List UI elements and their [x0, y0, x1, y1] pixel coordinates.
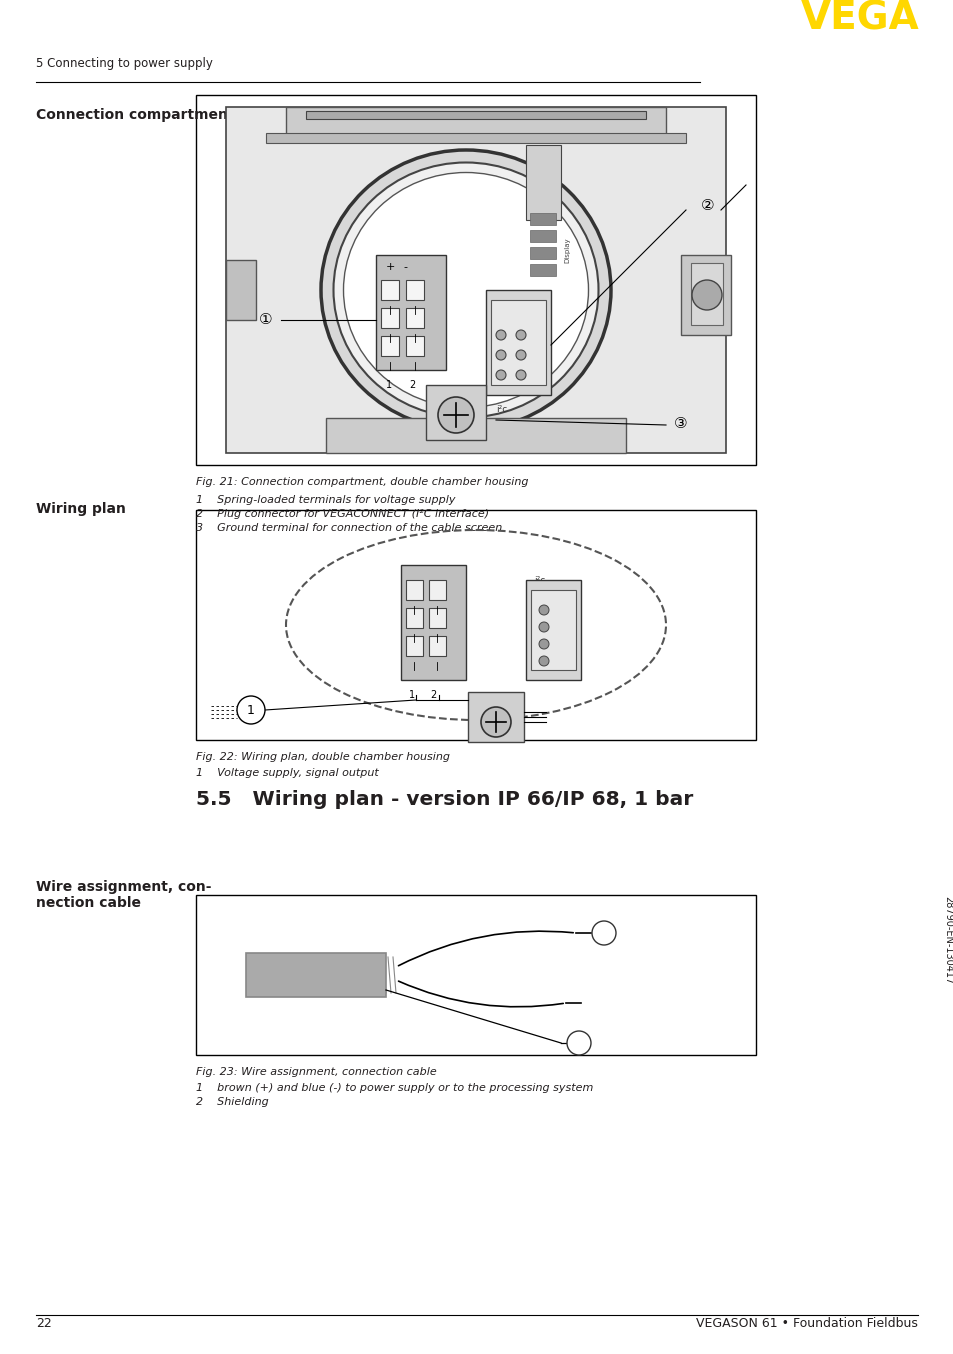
Circle shape — [236, 696, 265, 724]
Text: +: + — [410, 565, 419, 575]
Bar — [406, 608, 422, 628]
Bar — [195, 895, 755, 1055]
Circle shape — [538, 605, 548, 615]
Bar — [531, 590, 576, 670]
Ellipse shape — [343, 172, 588, 408]
Text: 5 Connecting to power supply: 5 Connecting to power supply — [36, 57, 213, 70]
Circle shape — [496, 349, 505, 360]
Bar — [195, 95, 755, 464]
Text: ③: ③ — [673, 416, 687, 431]
Bar — [530, 230, 556, 242]
Text: i²c: i²c — [496, 405, 507, 414]
Text: ②: ② — [700, 198, 714, 213]
Bar — [530, 246, 556, 259]
Bar — [530, 213, 556, 225]
Text: -: - — [426, 565, 430, 575]
Text: 2: 2 — [409, 380, 415, 390]
Bar — [406, 636, 422, 655]
Bar — [286, 107, 665, 137]
Text: 2    Shielding: 2 Shielding — [195, 1097, 269, 1108]
Bar — [468, 692, 523, 742]
Bar — [380, 336, 398, 356]
Bar — [429, 580, 446, 600]
Bar — [380, 280, 398, 301]
Text: i²c: i²c — [534, 575, 545, 585]
Bar — [266, 133, 685, 144]
Bar — [426, 385, 485, 440]
Bar — [406, 336, 423, 356]
Text: +: + — [386, 263, 395, 272]
Circle shape — [691, 280, 721, 310]
Bar — [246, 953, 386, 997]
Text: Display: Display — [563, 237, 569, 263]
Ellipse shape — [334, 162, 598, 417]
Bar — [491, 301, 545, 385]
Bar — [406, 307, 423, 328]
Text: Connection compartment: Connection compartment — [36, 108, 234, 122]
Text: 1    brown (+) and blue (-) to power supply or to the processing system: 1 brown (+) and blue (-) to power supply… — [195, 1083, 593, 1093]
Text: 3    Ground terminal for connection of the cable screen: 3 Ground terminal for connection of the … — [195, 523, 501, 533]
Text: Fig. 22: Wiring plan, double chamber housing: Fig. 22: Wiring plan, double chamber hou… — [195, 751, 450, 762]
Text: 1    Spring-loaded terminals for voltage supply: 1 Spring-loaded terminals for voltage su… — [195, 496, 455, 505]
Text: 28790-EN-130417: 28790-EN-130417 — [942, 896, 952, 984]
Bar — [226, 260, 255, 320]
Bar — [226, 107, 725, 454]
Bar — [406, 580, 422, 600]
Circle shape — [566, 1030, 590, 1055]
Text: 22: 22 — [36, 1317, 51, 1330]
Circle shape — [516, 330, 525, 340]
Circle shape — [480, 707, 511, 737]
Text: Wire assignment, con-: Wire assignment, con- — [36, 880, 212, 894]
Text: -: - — [402, 263, 407, 272]
Bar — [380, 307, 398, 328]
Text: 1    Voltage supply, signal output: 1 Voltage supply, signal output — [195, 768, 378, 779]
Circle shape — [592, 921, 616, 945]
Bar — [375, 255, 446, 370]
Bar — [690, 263, 722, 325]
Bar — [326, 418, 625, 454]
Text: VEGA: VEGA — [801, 0, 919, 38]
Bar — [525, 580, 580, 680]
Bar — [400, 565, 465, 680]
Circle shape — [538, 639, 548, 649]
Ellipse shape — [320, 150, 610, 431]
Text: Wiring plan: Wiring plan — [36, 502, 126, 516]
Text: nection cable: nection cable — [36, 896, 141, 910]
Circle shape — [496, 370, 505, 380]
Circle shape — [496, 330, 505, 340]
Text: Fig. 23: Wire assignment, connection cable: Fig. 23: Wire assignment, connection cab… — [195, 1067, 436, 1076]
Text: 1: 1 — [409, 691, 415, 700]
Text: VEGASON 61 • Foundation Fieldbus: VEGASON 61 • Foundation Fieldbus — [696, 1317, 917, 1330]
Circle shape — [437, 397, 474, 433]
Text: 2    Plug connector for VEGACONNECT (I²C interface): 2 Plug connector for VEGACONNECT (I²C in… — [195, 509, 489, 519]
Bar — [406, 280, 423, 301]
Bar — [429, 636, 446, 655]
Circle shape — [538, 655, 548, 666]
Text: 5.5   Wiring plan - version IP 66/IP 68, 1 bar: 5.5 Wiring plan - version IP 66/IP 68, 1… — [195, 789, 693, 808]
Bar — [429, 608, 446, 628]
Bar — [306, 111, 645, 119]
Bar — [195, 510, 755, 741]
Circle shape — [516, 370, 525, 380]
Bar — [530, 264, 556, 276]
Text: 1: 1 — [386, 380, 392, 390]
Text: Fig. 21: Connection compartment, double chamber housing: Fig. 21: Connection compartment, double … — [195, 477, 528, 487]
Circle shape — [516, 349, 525, 360]
Text: ①: ① — [259, 313, 273, 328]
Bar — [525, 145, 560, 219]
Text: 2: 2 — [430, 691, 436, 700]
Circle shape — [538, 621, 548, 632]
Bar — [485, 290, 551, 395]
Bar — [680, 255, 730, 334]
Text: 1: 1 — [247, 704, 254, 716]
